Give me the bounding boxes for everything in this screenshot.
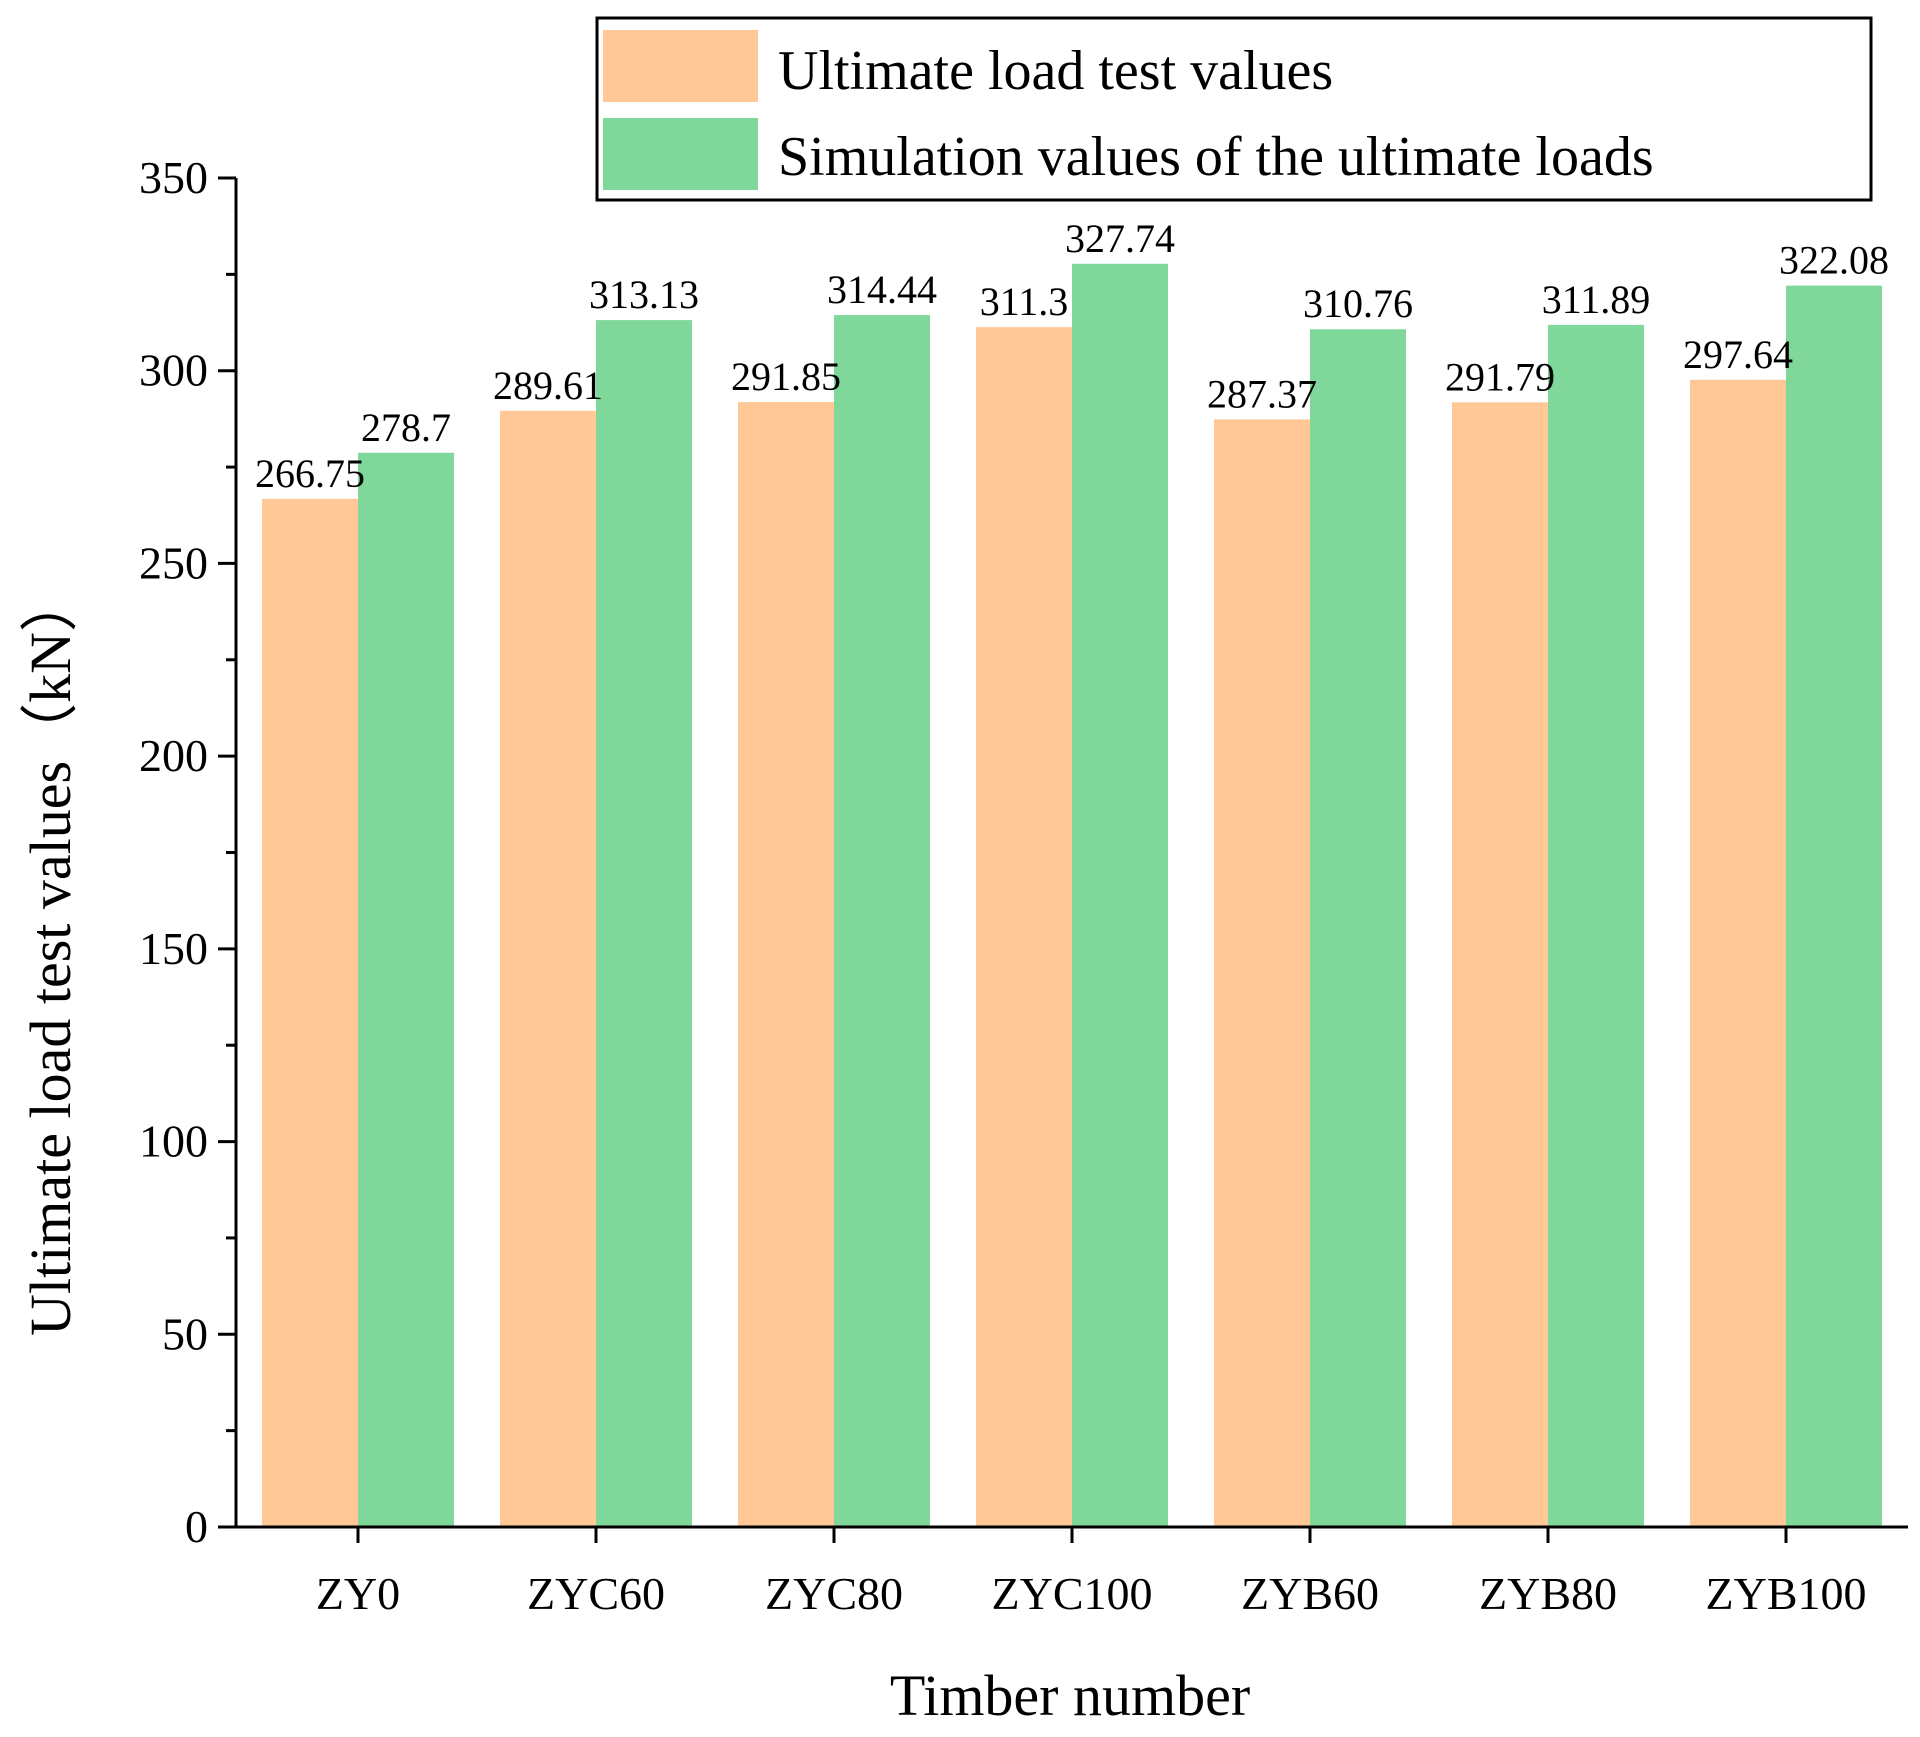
bar-test-zyb80	[1452, 402, 1548, 1528]
data-label-test-zy0: 266.75	[255, 451, 365, 496]
y-tick-label-150: 150	[139, 923, 208, 974]
data-label-test-zyc80: 291.85	[731, 354, 841, 399]
bar-simulation-zyb80	[1548, 324, 1644, 1527]
y-tick-label-350: 350	[139, 152, 208, 203]
bar-test-zyb60	[1214, 419, 1310, 1527]
data-label-simulation-zyc60: 313.13	[589, 272, 699, 317]
x-tick-label-zyb80: ZYB80	[1479, 1568, 1617, 1619]
data-label-test-zyb60: 287.37	[1207, 371, 1317, 416]
axes-layer: ZY0 ZYC60 ZYC80 ZYC100 ZYB60 ZYB80 ZYB100 0 50 10…	[139, 152, 1908, 1619]
x-tick-label-zyc60: ZYC60	[527, 1568, 665, 1619]
data-label-simulation-zy0: 278.7	[361, 405, 451, 450]
legend-swatch-test	[603, 30, 758, 102]
bar-simulation-zyc100	[1072, 263, 1168, 1527]
bars-layer	[262, 263, 1882, 1528]
data-label-test-zyb100: 297.64	[1683, 332, 1793, 377]
bar-simulation-zyb60	[1310, 329, 1406, 1527]
x-tick-label-zyc80: ZYC80	[765, 1568, 903, 1619]
legend-swatch-simulation	[603, 118, 758, 190]
data-label-test-zyc60: 289.61	[493, 363, 603, 408]
data-label-simulation-zyb100: 322.08	[1779, 238, 1889, 283]
x-tick-label-zyb100: ZYB100	[1706, 1568, 1867, 1619]
y-tick-label-100: 100	[139, 1116, 208, 1167]
y-tick-label-250: 250	[139, 537, 208, 588]
y-tick-label-200: 200	[139, 730, 208, 781]
bar-test-zyc80	[738, 402, 834, 1527]
y-tick-label-300: 300	[139, 345, 208, 396]
y-tick-label-0: 0	[185, 1501, 208, 1552]
x-axis-title: Timber number	[890, 1663, 1250, 1728]
data-label-simulation-zyb80: 311.89	[1542, 277, 1651, 322]
bar-test-zy0	[262, 498, 358, 1528]
bar-simulation-zyb100	[1786, 285, 1882, 1527]
y-tick-label-50: 50	[162, 1308, 208, 1359]
bar-simulation-zyc80	[834, 315, 930, 1528]
data-label-simulation-zyc80: 314.44	[827, 267, 937, 312]
bar-simulation-zy0	[358, 452, 454, 1528]
bar-test-zyc100	[976, 327, 1072, 1527]
legend-label-simulation: Simulation values of the ultimate loads	[778, 126, 1654, 188]
data-label-simulation-zyc100: 327.74	[1065, 216, 1175, 261]
legend-frame	[595, 16, 1873, 202]
data-label-simulation-zyb60: 310.76	[1303, 281, 1413, 326]
data-label-test-zyb80: 291.79	[1445, 354, 1555, 399]
x-tick-label-zyb60: ZYB60	[1241, 1568, 1379, 1619]
y-axis-title: Ultimate load test values（kN）	[18, 574, 83, 1336]
legend: Ultimate load test values Simulation val…	[595, 16, 1873, 202]
data-label-test-zyc100: 311.3	[980, 279, 1069, 324]
bar-test-zyb100	[1690, 379, 1786, 1527]
bar-test-zyc60	[500, 410, 596, 1528]
x-tick-label-zy0: ZY0	[316, 1568, 400, 1619]
x-tick-label-zyc100: ZYC100	[992, 1568, 1153, 1619]
legend-label-test: Ultimate load test values	[778, 40, 1333, 102]
bar-simulation-zyc60	[596, 320, 692, 1527]
